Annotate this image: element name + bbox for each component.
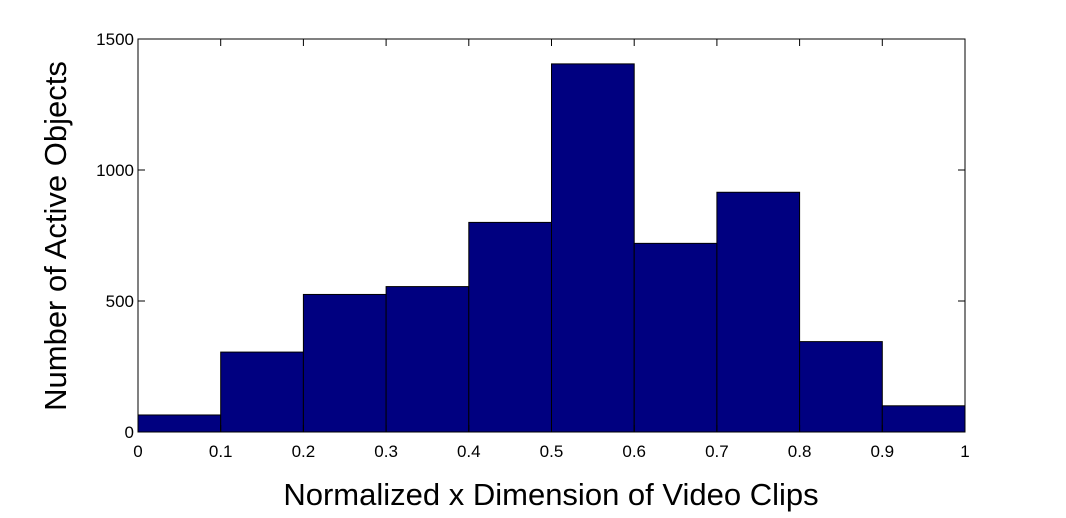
histogram-bar-7 (633, 242, 718, 433)
x-tick-label: 0.4 (457, 442, 481, 461)
x-tick-label: 0 (133, 442, 142, 461)
x-tick-label: 0.9 (870, 442, 894, 461)
histogram-bar-4 (385, 286, 470, 433)
y-tick-label: 500 (106, 292, 134, 311)
histogram-bar-9 (799, 341, 883, 433)
histogram-bar-3 (302, 293, 387, 433)
y-tick-label: 0 (125, 423, 134, 442)
y-tick-label: 1000 (96, 161, 134, 180)
histogram-bar-10 (881, 405, 966, 433)
x-axis-title: Normalized x Dimension of Video Clips (283, 477, 818, 512)
x-tick-label: 0.8 (788, 442, 812, 461)
bars-layer (137, 63, 966, 433)
y-tick-label: 1500 (96, 30, 134, 49)
x-tick-label: 0.5 (540, 442, 564, 461)
histogram-bar-2 (220, 351, 304, 433)
ticks-layer: 0 0.1 0.2 0.3 0.4 0.5 0.6 0.7 0.8 0.9 1 0 500 1000 150… (96, 30, 970, 461)
histogram-bar-8 (716, 191, 801, 433)
x-tick-label: 1 (960, 442, 969, 461)
histogram-bar-5 (468, 221, 552, 433)
histogram-bar-1 (137, 414, 222, 433)
histogram-bar-6 (551, 63, 635, 433)
x-tick-label: 0.7 (705, 442, 729, 461)
x-tick-label: 0.6 (622, 442, 646, 461)
x-tick-label: 0.3 (374, 442, 398, 461)
y-axis-title: Number of Active Objects (38, 61, 73, 411)
x-tick-label: 0.1 (209, 442, 233, 461)
x-tick-label: 0.2 (292, 442, 316, 461)
